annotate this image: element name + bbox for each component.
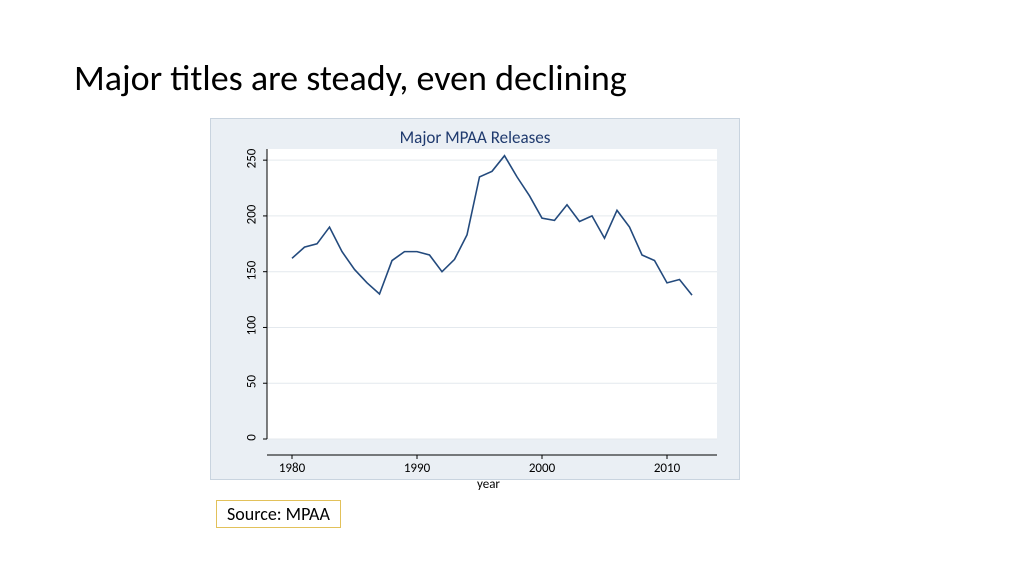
y-tick-label: 150: [245, 255, 260, 285]
data-series-line: [292, 156, 692, 295]
slide: Major titles are steady, even declining …: [0, 0, 1024, 576]
x-tick-label: 2010: [647, 461, 687, 476]
x-tick-label: 2000: [522, 461, 562, 476]
y-tick-label: 50: [245, 367, 260, 397]
x-tick-label: 1980: [272, 461, 312, 476]
x-tick-label: 1990: [397, 461, 437, 476]
page-title: Major titles are steady, even declining: [74, 56, 627, 100]
y-tick-label: 0: [245, 423, 260, 453]
chart-title: Major MPAA Releases: [211, 127, 739, 148]
source-caption: Source: MPAA: [216, 500, 341, 528]
mpaa-releases-chart: Major MPAA Releases year 050100150200250…: [210, 118, 740, 480]
plot-area: [267, 149, 717, 439]
y-tick-label: 100: [245, 311, 260, 341]
x-axis-label: year: [477, 477, 500, 492]
y-tick-label: 250: [245, 144, 260, 174]
chart-svg: [267, 149, 717, 439]
y-tick-label: 200: [245, 199, 260, 229]
